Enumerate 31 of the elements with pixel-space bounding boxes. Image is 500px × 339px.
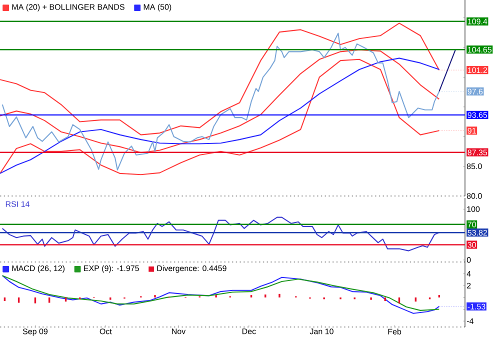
x-tick-label: Jan 10: [310, 328, 334, 334]
y-tick-label: -4: [466, 318, 474, 324]
y-tick-label: 2: [466, 282, 471, 288]
data-label: 101.2: [468, 67, 488, 74]
y-tick-label: 0: [466, 257, 471, 263]
x-tick-label: Feb: [388, 328, 402, 334]
x-tick-label: Nov: [172, 328, 186, 334]
data-label: -1.53: [468, 304, 486, 310]
ref-line-label: 109.4: [468, 18, 488, 24]
legend-label: MACD (26, 12): [12, 265, 65, 273]
ref-line-label: 93.65: [468, 112, 488, 118]
ref-line-label: 87.35: [468, 150, 488, 156]
ref-line-label: 30: [468, 242, 476, 248]
x-tick-label: Oct: [100, 328, 112, 334]
legend-label: MA (50): [144, 4, 172, 12]
ref-line-label: 70: [468, 222, 476, 228]
y-tick-label: 4: [466, 271, 471, 277]
data-label: 91: [468, 128, 476, 134]
line-series: [0, 49, 440, 154]
legend-label: MA (20) + BOLLINGER BANDS: [12, 4, 124, 12]
x-tick-label: Sep 09: [22, 328, 48, 336]
data-label: 97.6: [468, 88, 483, 94]
x-tick-label: Dec: [242, 328, 256, 334]
ref-line-label: 53.82: [468, 230, 488, 236]
ref-line-label: 104.65: [468, 46, 492, 53]
legend-label: Divergence: 0.4459: [157, 265, 226, 273]
legend-label: EXP (9): -1.975: [84, 265, 139, 273]
y-tick-label: 85.0: [466, 163, 482, 170]
y-tick-label: 80.0: [466, 193, 482, 199]
y-tick-label: 100: [467, 206, 480, 212]
text: RSI 14: [6, 201, 30, 207]
